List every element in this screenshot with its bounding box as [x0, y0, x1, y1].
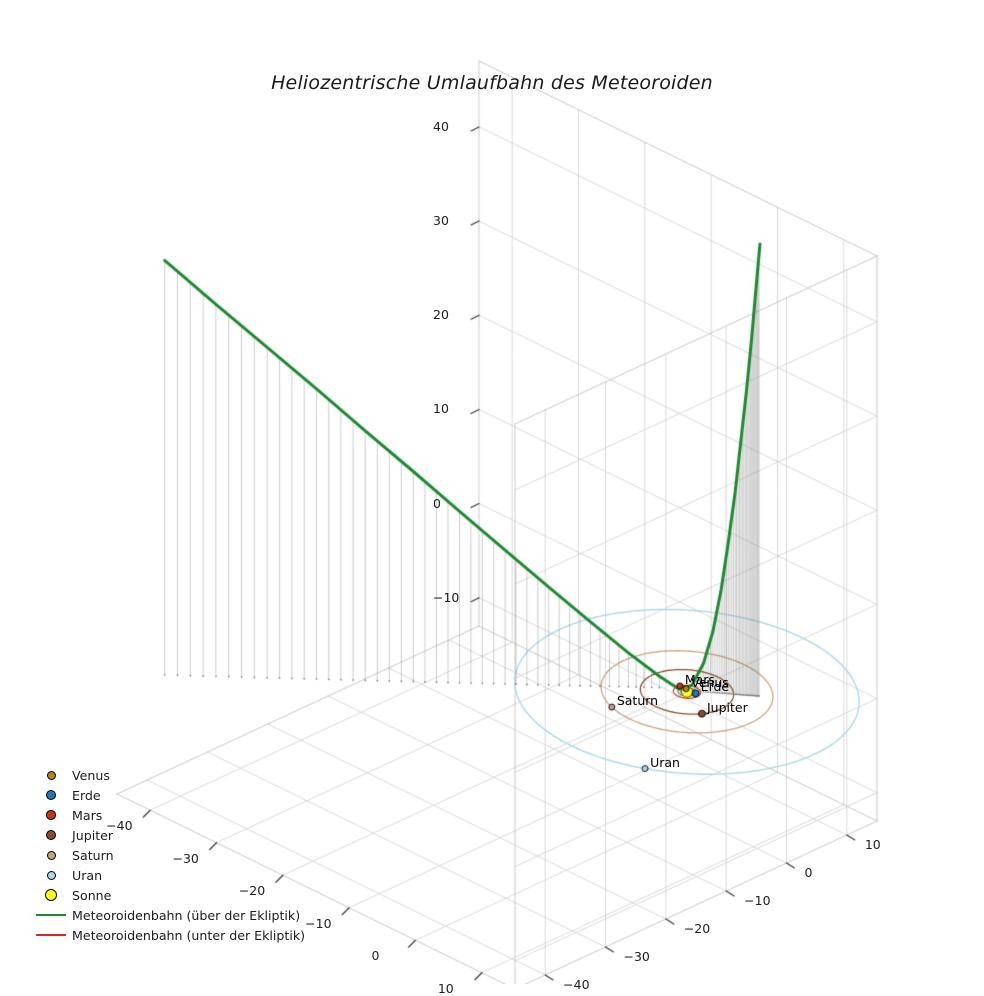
body-label-mars: Mars	[684, 671, 715, 687]
y-tick-label: −20	[683, 921, 711, 936]
z-tick-label: 0	[433, 495, 441, 511]
legend-item-4[interactable]: Saturn	[34, 845, 305, 865]
legend-label: Meteoroidenbahn (über der Ekliptik)	[72, 907, 301, 923]
x-tick-label: −40	[106, 818, 133, 834]
legend-label: Meteoroidenbahn (unter der Ekliptik)	[72, 927, 306, 943]
legend-item-7[interactable]: Meteoroidenbahn (über der Ekliptik)	[34, 905, 305, 925]
body-label-venus: Venus	[691, 674, 729, 690]
legend-item-0[interactable]: Venus	[34, 765, 305, 785]
legend-item-1[interactable]: Erde	[34, 785, 305, 805]
z-tick-label: 40	[433, 118, 449, 134]
legend-item-3[interactable]: Jupiter	[34, 825, 305, 845]
legend-item-2[interactable]: Mars	[34, 805, 305, 825]
dot-icon	[46, 830, 56, 840]
legend-label: Sonne	[72, 887, 112, 903]
legend-label: Venus	[72, 767, 110, 783]
page-title: Heliozentrische Umlaufbahn des Meteoroid…	[271, 72, 713, 94]
legend-item-8[interactable]: Meteoroidenbahn (unter der Ekliptik)	[34, 925, 305, 945]
legend-label: Jupiter	[72, 827, 114, 843]
legend-marker-venus-icon	[34, 770, 68, 780]
body-label-jupiter: Jupiter	[706, 699, 748, 715]
y-tick-label: −40	[563, 977, 590, 992]
x-tick-label: −10	[305, 915, 332, 931]
y-tick-label: 0	[804, 865, 813, 880]
legend-marker-sonne-icon	[34, 889, 68, 901]
x-tick-label: −30	[172, 850, 199, 866]
legend-label: Erde	[72, 787, 101, 803]
legend-marker-saturn-icon	[34, 850, 68, 860]
legend-label: Saturn	[72, 847, 114, 863]
dot-icon	[46, 850, 56, 860]
x-tick-label: −20	[238, 883, 266, 899]
z-tick-label: 30	[433, 213, 449, 229]
z-tick-label: 20	[433, 307, 449, 323]
z-tick-label: −10	[433, 589, 460, 605]
line-icon	[36, 914, 66, 916]
z-tick-label: 10	[433, 401, 449, 417]
legend-label: Uran	[72, 867, 103, 883]
body-label-saturn: Saturn	[616, 693, 659, 709]
legend-marker-mars-icon	[34, 810, 68, 820]
x-tick-label: 0	[371, 948, 380, 964]
legend-item-5[interactable]: Uran	[34, 865, 305, 885]
dot-icon	[46, 770, 56, 780]
legend-item-6[interactable]: Sonne	[34, 885, 305, 905]
legend-label: Mars	[72, 807, 103, 823]
legend-marker-jupiter-icon	[34, 830, 68, 840]
y-tick-label: 10	[864, 837, 881, 852]
x-tick-label: 10	[437, 980, 454, 996]
body-label-erde: Erde	[700, 679, 730, 695]
legend[interactable]: Venus Erde Mars Jupiter Saturn Uran Sonne Meteo…	[34, 765, 305, 945]
legend-line-sample-icon	[34, 914, 68, 916]
legend-marker-uran-icon	[34, 870, 68, 880]
dot-icon	[46, 810, 56, 820]
y-tick-label: −30	[623, 949, 650, 964]
dot-icon	[46, 790, 56, 800]
legend-marker-erde-icon	[34, 790, 68, 800]
body-label-uran: Uran	[650, 754, 680, 770]
y-tick-label: −10	[744, 893, 771, 908]
dot-icon	[46, 870, 56, 880]
dot-icon	[45, 889, 57, 901]
legend-line-sample-icon	[34, 934, 68, 936]
line-icon	[36, 934, 66, 936]
